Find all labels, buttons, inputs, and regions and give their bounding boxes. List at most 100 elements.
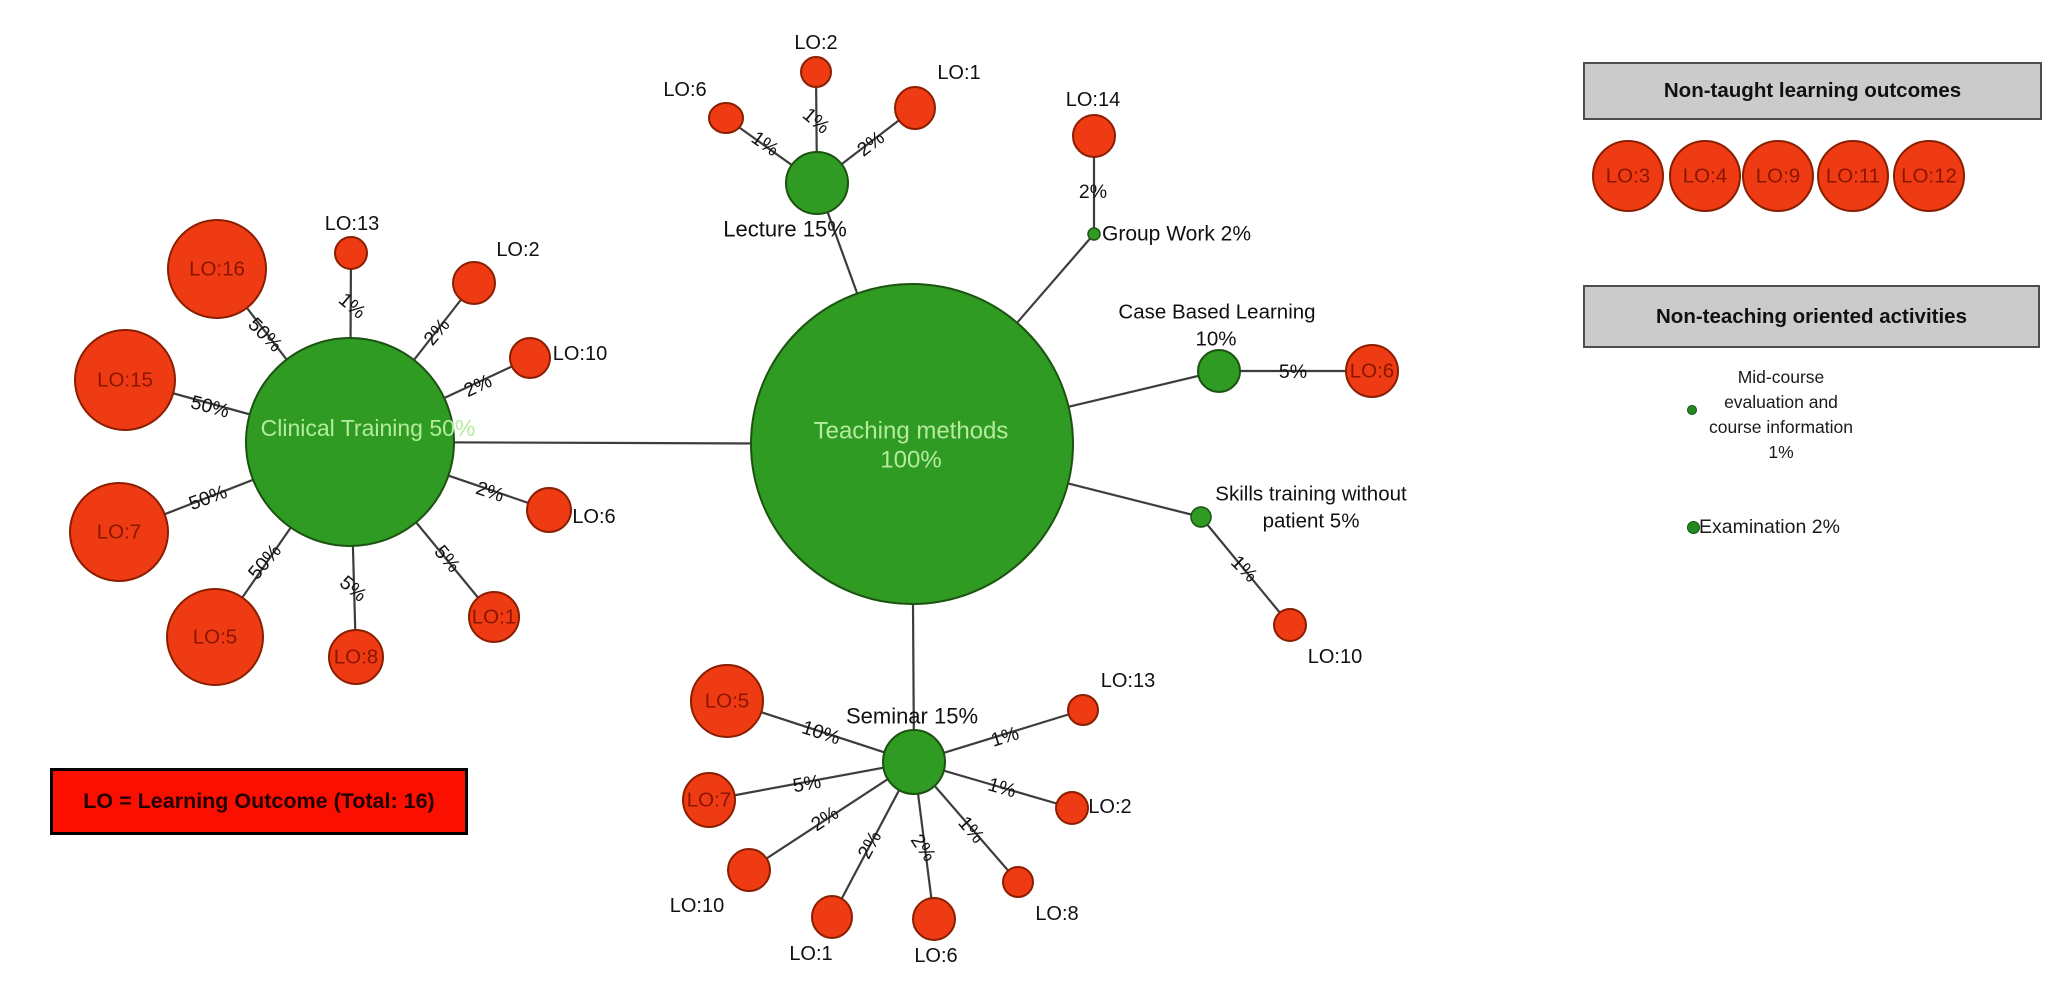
diagram-label-19: LO:10 [670,895,724,917]
edge-percent-label-9: 2% [473,477,507,507]
node-lo6c [526,487,572,533]
diagram-label-8: Skills training without [1215,483,1407,506]
node-label-lo9nt: LO:9 [1756,165,1800,188]
edge-seminar-lo7s [708,760,915,802]
node-lo1s [811,895,853,939]
edge-percent-label-23: 1% [988,722,1021,751]
node-lo7s [682,772,736,828]
edge-percent-label-13: 2% [1079,181,1107,203]
node-lo3nt [1592,140,1664,212]
diagram-label-3: Lecture 15% [723,217,847,242]
node-lecture [785,151,849,215]
mid-course-line-1: Mid-course [1737,367,1825,387]
node-label-lo3nt: LO:3 [1606,165,1650,188]
diagram-label-15: LO:6 [663,79,706,101]
edge-percent-label-4: 50% [188,391,231,422]
node-lo14 [1072,114,1116,158]
edge-percent-label-6: 50% [244,540,286,584]
diagram-label-14: LO:6 [572,506,615,528]
edge-skills-lo10s [1200,516,1291,626]
node-label-lo16: LO:16 [189,258,245,281]
node-label-lo15: LO:15 [97,369,153,392]
lo-legend-box: LO = Learning Outcome (Total: 16) [50,768,468,835]
node-label-lo11nt: LO:11 [1826,165,1880,188]
mid-course-line-3: course information [1709,417,1853,437]
node-lo10s [1273,608,1307,642]
diagram-label-5: Group Work 2% [1102,223,1251,246]
node-label-lo6cb: LO:6 [1350,360,1394,383]
node-lo13s [1067,694,1099,726]
node-label-lo7s: LO:7 [687,789,731,812]
non-teaching-activities-title: Non-teaching oriented activities [1656,304,1967,328]
diagram-label-6: Case Based Learning [1118,301,1315,324]
node-seminar [882,729,946,795]
edge-percent-label-18: 2% [807,802,843,836]
diagram-label-1: 100% [880,447,941,474]
diagram-label-20: LO:1 [789,943,832,965]
node-label-lo1c: LO:1 [472,606,516,629]
node-clinical [245,337,455,547]
node-lo7c [69,482,169,582]
examination-node-dot [1687,521,1700,534]
diagram-label-18: LO:14 [1066,89,1120,111]
mid-course-node-dot [1687,405,1697,415]
node-lo16 [167,219,267,319]
diagram-label-12: LO:2 [496,239,539,261]
node-lo6s [912,897,956,941]
node-label-lo12nt: LO:12 [1901,165,1957,188]
diagram-label-13: LO:10 [553,343,607,365]
node-lo1L [894,86,936,130]
node-lo13c [334,236,368,270]
node-lo9nt [1742,140,1814,212]
examination-item: Examination 2% [1699,516,1840,538]
edge-percent-label-7: 5% [335,572,371,607]
diagram-label-23: LO:2 [1088,796,1131,818]
edge-percent-label-20: 2% [906,830,940,866]
node-lo8c [328,629,384,685]
diagram-label-16: LO:2 [794,32,837,54]
edge-percent-label-15: 1% [1226,551,1261,586]
node-lo6cb [1345,344,1399,398]
node-lo1c [468,591,520,643]
diagram-label-4: Seminar 15% [846,704,978,729]
edge-percent-label-19: 2% [854,827,887,862]
node-label-lo8c: LO:8 [334,646,378,669]
mid-course-line-4: 1% [1768,442,1794,462]
node-lo6L [708,102,744,134]
node-lo2L [800,56,832,88]
diagram-label-24: LO:13 [1101,670,1155,692]
node-lo15 [74,329,176,431]
diagram-label-17: LO:1 [937,62,980,84]
lo-legend-text: LO = Learning Outcome (Total: 16) [83,789,435,813]
node-lo5c [166,588,264,686]
edge-percent-label-3: 2% [461,370,496,402]
node-lo4nt [1669,140,1741,212]
node-lo10sem [727,848,771,892]
diagram-label-7: 10% [1195,328,1236,351]
mid-course-evaluation-item: Mid-course evaluation and course informa… [1671,365,1891,465]
mid-course-line-2: evaluation and [1724,392,1838,412]
node-lo5s [690,664,764,738]
node-teaching [750,283,1074,605]
diagram-label-2: Clinical Training 50% [261,415,476,441]
edge-percent-label-11: 1% [798,104,834,139]
edge-percent-label-5: 50% [186,481,230,515]
node-skills [1190,506,1212,528]
node-cbl [1197,349,1241,393]
edge-percent-label-1: 1% [334,289,370,324]
edge-percent-label-14: 5% [1279,361,1307,383]
node-lo10c [509,337,551,379]
diagram-label-21: LO:6 [914,945,957,967]
node-label-lo5s: LO:5 [705,690,749,713]
non-taught-outcomes-title: Non-taught learning outcomes [1663,79,1962,102]
diagram-label-10: LO:10 [1308,646,1362,668]
edge-seminar-lo10sem [748,761,915,871]
node-label-lo7c: LO:7 [97,521,141,544]
edge-percent-label-16: 10% [799,717,843,750]
diagram-label-11: LO:13 [325,213,379,235]
diagram-label-0: Teaching methods [814,418,1009,445]
node-lo8s [1002,866,1034,898]
diagram-label-9: patient 5% [1263,510,1360,533]
